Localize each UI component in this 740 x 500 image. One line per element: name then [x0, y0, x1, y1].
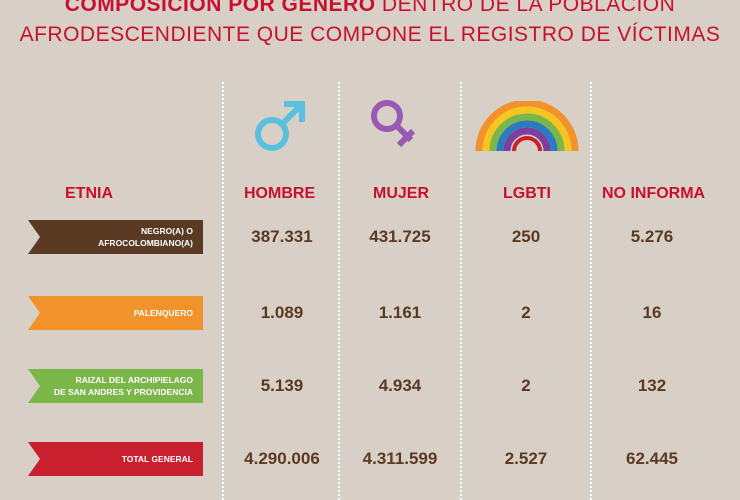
row-label: PALENQUERO	[28, 296, 203, 330]
chart-title: COMPOSICIÓN POR GÉNERO DENTRO DE LA POBL…	[0, 0, 740, 50]
row-label-line: PALENQUERO	[133, 308, 193, 318]
row-label-text: PALENQUERO	[134, 307, 193, 319]
column-divider	[222, 82, 224, 500]
table-cell: 250	[511, 227, 541, 246]
table-cell: 62.445	[626, 449, 678, 468]
header-mujer: MUJER	[373, 185, 430, 202]
table-cell: 132	[637, 376, 667, 395]
header-hombre: HOMBRE	[244, 185, 316, 202]
table-cell: 4.934	[378, 376, 422, 395]
rainbow-icon	[475, 101, 579, 151]
header-lgbti: LGBTI	[503, 185, 551, 202]
row-label: NEGRO(A) O AFROCOLOMBIANO(A)	[28, 220, 203, 254]
table-cell: 387.331	[251, 227, 313, 246]
table-cell: 1.161	[378, 303, 422, 322]
row-label-line: AFROCOLOMBIANO(A)	[98, 238, 193, 248]
row-label-line: DE SAN ANDRES Y PROVIDENCIA	[53, 387, 193, 397]
table-cell: 16	[642, 303, 662, 322]
row-label-text: TOTAL GENERAL	[122, 453, 193, 465]
table-cell: 4.290.006	[244, 449, 320, 468]
row-label-line: TOTAL GENERAL	[121, 454, 193, 464]
table-cell: 1.089	[260, 303, 304, 322]
column-divider	[590, 82, 592, 500]
column-divider	[338, 82, 340, 500]
female-symbol-icon	[371, 100, 416, 148]
table-cell: 2	[521, 303, 531, 322]
table-cell: 431.725	[369, 227, 431, 246]
header-no-informa: NO INFORMA	[602, 185, 706, 202]
title-bold: COMPOSICIÓN POR GÉNERO	[64, 0, 376, 16]
row-label: TOTAL GENERAL	[28, 442, 203, 476]
row-label-line: RAIZAL DEL ARCHIPIELAGO	[75, 375, 193, 385]
column-divider	[460, 82, 462, 500]
header-etnia: ETNIA	[65, 185, 113, 202]
row-label-line: NEGRO(A) O	[141, 226, 193, 236]
table-cell: 5.276	[630, 227, 674, 246]
row-label-text: RAIZAL DEL ARCHIPIELAGO DE SAN ANDRES Y P…	[54, 374, 193, 398]
table-cell: 5.139	[260, 376, 304, 395]
title-rest: DENTRO DE LA POBLACIÓN	[375, 0, 676, 16]
row-label: RAIZAL DEL ARCHIPIELAGO DE SAN ANDRES Y P…	[28, 369, 203, 403]
table-cell: 2	[521, 376, 531, 395]
row-label-text: NEGRO(A) O AFROCOLOMBIANO(A)	[98, 225, 193, 249]
table-cell: 4.311.599	[362, 449, 438, 468]
male-symbol-icon	[255, 101, 305, 151]
title-line2: AFRODESCENDIENTE QUE COMPONE EL REGISTRO…	[19, 23, 721, 46]
table-cell: 2.527	[504, 449, 548, 468]
